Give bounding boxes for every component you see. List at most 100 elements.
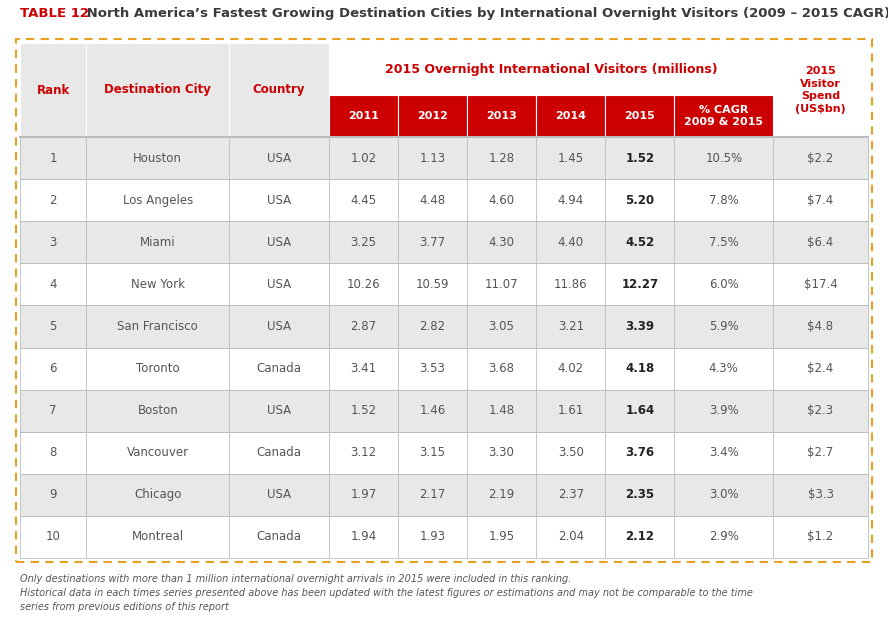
Bar [20,473,868,516]
Text: 3: 3 [50,235,57,249]
Text: Canada: Canada [257,362,302,375]
Bar [606,516,674,558]
Text: TABLE 12: TABLE 12 [20,7,89,20]
Text: 1.02: 1.02 [350,151,377,165]
Text: 7.5%: 7.5% [709,235,739,249]
Bar [329,348,398,389]
Bar [329,263,398,305]
Bar [606,137,674,179]
Text: 10.5%: 10.5% [705,151,742,165]
Bar [20,305,86,348]
Bar [674,432,773,473]
Text: Country: Country [253,84,305,96]
Bar [20,263,868,305]
Bar [20,305,868,348]
Text: 1.48: 1.48 [488,404,515,417]
Bar [329,179,398,221]
Bar [229,348,329,389]
Bar [86,43,229,137]
Text: 1.61: 1.61 [558,404,584,417]
Text: 7.8%: 7.8% [709,194,739,206]
Text: 7: 7 [50,404,57,417]
Bar [229,179,329,221]
Text: 1.95: 1.95 [488,530,515,544]
Bar [674,221,773,263]
Text: 4.60: 4.60 [488,194,515,206]
Bar [398,179,467,221]
Bar [20,263,86,305]
Text: Destination City: Destination City [105,84,211,96]
Bar [773,263,868,305]
Bar [20,179,86,221]
Bar [86,221,229,263]
Bar [16,39,872,562]
Text: 1.13: 1.13 [419,151,446,165]
Text: 3.0%: 3.0% [709,488,739,501]
Bar [86,305,229,348]
Text: 1.28: 1.28 [488,151,515,165]
Bar [86,348,229,389]
Bar [467,348,536,389]
Bar [773,305,868,348]
Text: 3.41: 3.41 [350,362,377,375]
Text: 2.19: 2.19 [488,488,515,501]
Text: 5.9%: 5.9% [709,320,739,333]
Bar [20,389,86,432]
Text: USA: USA [267,194,291,206]
Bar [674,389,773,432]
Bar [398,389,467,432]
Bar [86,137,229,179]
Bar [229,473,329,516]
Bar [398,432,467,473]
Bar [229,263,329,305]
Text: 6: 6 [50,362,57,375]
Bar [773,221,868,263]
Text: 2.82: 2.82 [419,320,446,333]
Bar [329,432,398,473]
Bar [467,389,536,432]
Bar [86,473,229,516]
Bar [398,221,467,263]
Bar [606,179,674,221]
Bar [467,95,536,137]
Bar [467,179,536,221]
Bar [773,473,868,516]
Bar [674,95,773,137]
Bar [20,221,86,263]
Bar [20,221,868,263]
Bar [329,389,398,432]
Text: Toronto: Toronto [136,362,179,375]
Bar [536,137,606,179]
Text: 3.25: 3.25 [351,235,377,249]
Text: 2.37: 2.37 [558,488,583,501]
Text: 5.20: 5.20 [625,194,654,206]
Text: 2013: 2013 [487,111,517,121]
Bar [329,137,398,179]
Bar [773,179,868,221]
Bar [674,305,773,348]
Text: 4.48: 4.48 [419,194,446,206]
Text: $6.4: $6.4 [807,235,834,249]
Bar [773,516,868,558]
Text: 2014: 2014 [555,111,586,121]
Bar [20,432,868,473]
Bar [606,389,674,432]
Text: 1.46: 1.46 [419,404,446,417]
Text: 5: 5 [50,320,57,333]
Bar [773,137,868,179]
Bar [398,137,467,179]
Text: 11.07: 11.07 [485,278,519,291]
Text: 10.59: 10.59 [416,278,449,291]
Bar [536,179,606,221]
Bar [536,221,606,263]
Bar [606,348,674,389]
Text: % CAGR
2009 & 2015: % CAGR 2009 & 2015 [685,105,764,127]
Bar [467,516,536,558]
Text: Boston: Boston [138,404,178,417]
Bar [606,473,674,516]
Bar [467,221,536,263]
Bar [329,221,398,263]
Bar [20,137,868,179]
Text: 8: 8 [50,446,57,460]
Text: 3.76: 3.76 [625,446,654,460]
